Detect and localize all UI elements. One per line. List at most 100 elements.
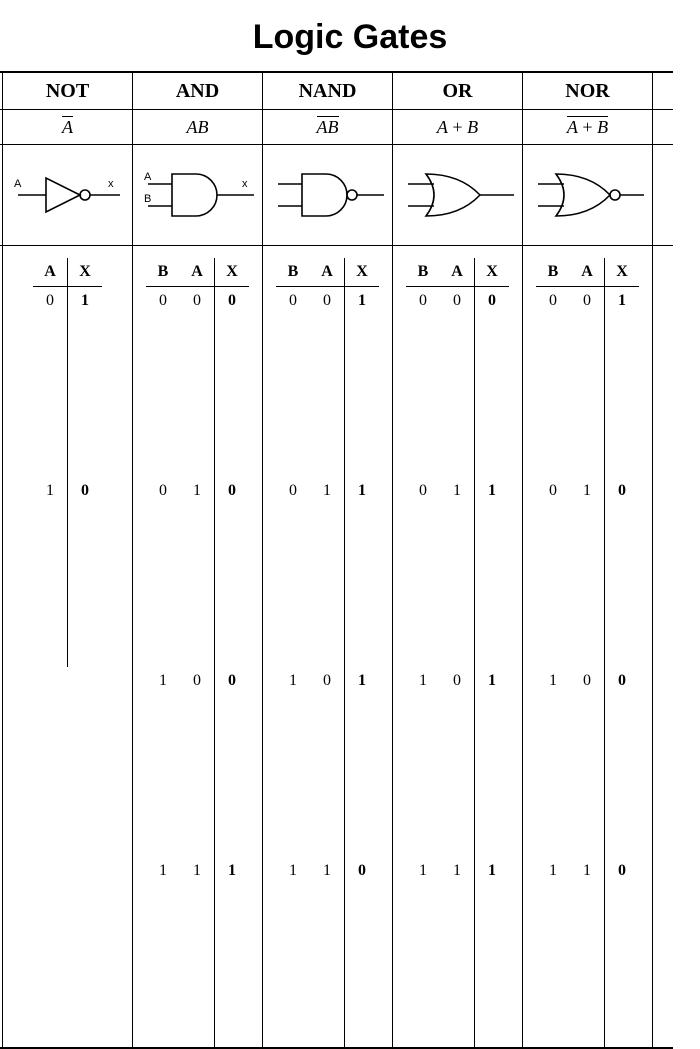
tt-cell: 0 — [146, 477, 180, 667]
tt-header: B — [536, 258, 570, 287]
tt-cell: 0 — [215, 477, 250, 667]
tt-cell: 1 — [440, 477, 475, 667]
tt-cell: 1 — [536, 857, 570, 1047]
tt-header: B — [276, 258, 310, 287]
tt-cell: 0 — [536, 287, 570, 478]
gate-name: NAND — [263, 72, 393, 110]
tt-cell: 1 — [570, 857, 605, 1047]
tt-cell: 0 — [570, 667, 605, 857]
gate-name: AND — [133, 72, 263, 110]
and-gate-icon: A B x — [138, 160, 258, 230]
tt-cell: 1 — [276, 857, 310, 1047]
tt-cell: 1 — [475, 667, 510, 857]
truth-table-cell: AX0110 — [3, 246, 133, 1049]
tt-cell: 0 — [276, 287, 310, 478]
tt-cell: 0 — [68, 477, 103, 667]
symbol-row: A x A B x — [0, 145, 673, 246]
tt-cell: 0 — [310, 667, 345, 857]
gate-symbol: A B x — [133, 145, 263, 246]
tt-header: X — [215, 258, 250, 287]
gate-name: NOR — [523, 72, 653, 110]
nand-gate-icon — [268, 160, 388, 230]
gate-symbol — [393, 145, 523, 246]
or-gate-icon — [398, 160, 518, 230]
tt-cell: 1 — [475, 857, 510, 1047]
expression-row: A AB AB A + B A + B — [0, 110, 673, 145]
tt-cell: 0 — [605, 857, 640, 1047]
tt-cell: 0 — [406, 287, 440, 478]
tt-cell: 1 — [146, 667, 180, 857]
tt-cell: 0 — [475, 287, 510, 478]
tt-cell: 0 — [215, 287, 250, 478]
tt-header: A — [33, 258, 68, 287]
tt-cell: 0 — [440, 667, 475, 857]
tt-header: A — [310, 258, 345, 287]
tt-cell: 0 — [215, 667, 250, 857]
tt-cell: 1 — [475, 477, 510, 667]
truth-table: AX0110 — [33, 258, 102, 667]
tt-cell: 1 — [180, 477, 215, 667]
tt-cell: 1 — [406, 857, 440, 1047]
truth-table: BAX000011101111 — [406, 258, 509, 1047]
tt-cell: 1 — [345, 667, 380, 857]
gate-expression: A — [3, 110, 133, 145]
tt-cell: 1 — [345, 287, 380, 478]
gate-name-row: NOT AND NAND OR NOR — [0, 72, 673, 110]
logic-gates-table: NOT AND NAND OR NOR A AB AB A + B A + B … — [0, 71, 673, 1049]
tt-cell: 0 — [345, 857, 380, 1047]
svg-text:A: A — [144, 171, 152, 183]
tt-cell: 0 — [276, 477, 310, 667]
svg-text:x: x — [242, 178, 248, 190]
not-gate-icon: A x — [8, 160, 128, 230]
svg-text:x: x — [108, 178, 114, 190]
tt-cell: 1 — [68, 287, 103, 478]
tt-cell: 0 — [406, 477, 440, 667]
tt-header: X — [345, 258, 380, 287]
truth-table-cell: BAX001011101110 — [263, 246, 393, 1049]
tt-header: B — [406, 258, 440, 287]
tt-cell: 1 — [310, 477, 345, 667]
tt-cell: 1 — [180, 857, 215, 1047]
tt-cell: 0 — [180, 667, 215, 857]
tt-cell: 1 — [146, 857, 180, 1047]
tt-cell: 0 — [440, 287, 475, 478]
tt-cell: 0 — [570, 287, 605, 478]
tt-cell: 1 — [570, 477, 605, 667]
nor-gate-icon — [528, 160, 648, 230]
tt-cell: 0 — [146, 287, 180, 478]
truth-table-cell: BAX000011101111 — [393, 246, 523, 1049]
tt-cell: 1 — [276, 667, 310, 857]
gate-symbol: A x — [3, 145, 133, 246]
tt-header: B — [146, 258, 180, 287]
gate-expression: A + B — [393, 110, 523, 145]
gate-name: OR — [393, 72, 523, 110]
truth-table: BAX001010100110 — [536, 258, 639, 1047]
truth-table: BAX000010100111 — [146, 258, 249, 1047]
page-title: Logic Gates — [0, 18, 700, 57]
tt-cell: 0 — [180, 287, 215, 478]
gate-symbol — [263, 145, 393, 246]
gate-expression: AB — [133, 110, 263, 145]
tt-header: A — [570, 258, 605, 287]
tt-header: A — [180, 258, 215, 287]
gate-expression: AB — [263, 110, 393, 145]
tt-cell: 1 — [440, 857, 475, 1047]
truth-table-cell: BAX000010100111 — [133, 246, 263, 1049]
svg-text:B: B — [144, 193, 151, 205]
tt-cell: 0 — [605, 667, 640, 857]
tt-header: A — [440, 258, 475, 287]
tt-cell: 1 — [215, 857, 250, 1047]
tt-cell: 1 — [310, 857, 345, 1047]
svg-text:A: A — [14, 178, 22, 190]
tt-cell: 1 — [33, 477, 68, 667]
tt-header: X — [605, 258, 640, 287]
tt-cell: 1 — [406, 667, 440, 857]
gate-name: NOT — [3, 72, 133, 110]
tt-cell: 0 — [605, 477, 640, 667]
tt-cell: 0 — [33, 287, 68, 478]
truth-table: BAX001011101110 — [276, 258, 379, 1047]
gate-expression: A + B — [523, 110, 653, 145]
truth-table-row: AX0110 BAX000010100111 BAX001011101110 B… — [0, 246, 673, 1049]
gate-symbol — [523, 145, 653, 246]
tt-header: X — [68, 258, 103, 287]
